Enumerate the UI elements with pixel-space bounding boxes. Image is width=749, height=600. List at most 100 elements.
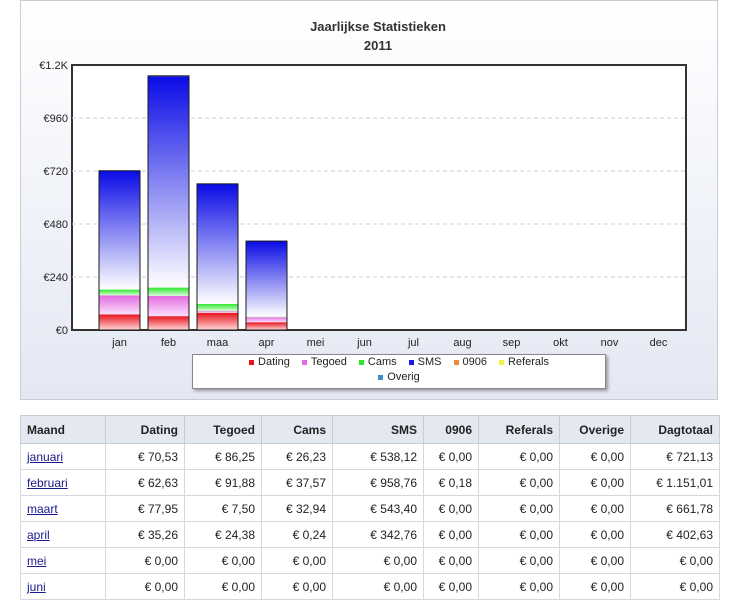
value-cell: € 0,00 [559, 469, 631, 496]
y-tick-label: €1.2K [39, 60, 68, 72]
value-cell: € 70,53 [105, 443, 185, 470]
header-dating: Dating [105, 415, 185, 444]
value-cell: € 0,00 [630, 547, 720, 574]
x-tick-label: jan [111, 337, 127, 349]
table-row: januari € 70,53 € 86,25 € 26,23 € 538,12 € 0,… [20, 443, 720, 470]
bar-tegoed-jan [99, 295, 140, 315]
value-cell: € 0,00 [478, 521, 560, 548]
y-tick-label: €480 [44, 219, 68, 231]
legend-swatch [498, 359, 504, 365]
value-cell: € 0,00 [105, 547, 185, 574]
value-cell: € 0,00 [478, 573, 560, 600]
legend-swatch [378, 374, 384, 380]
legend-swatch [358, 359, 364, 365]
month-link[interactable]: februari [27, 475, 68, 490]
x-tick-label: sep [503, 337, 521, 349]
value-cell: € 1.151,01 [630, 469, 720, 496]
chart-svg: Jaarlijkse Statistieken 2011 €0 €240 €480 €… [39, 19, 687, 349]
bar-sms-feb [148, 75, 189, 288]
value-cell: € 0,18 [423, 469, 479, 496]
value-cell: € 0,00 [423, 495, 479, 522]
value-cell: € 0,00 [559, 495, 631, 522]
bar-dating-jan [99, 314, 140, 330]
table-row: juni € 0,00 € 0,00 € 0,00 € 0,00 € 0,00 € 0,00… [20, 573, 720, 600]
bar-sms-apr [246, 241, 287, 317]
bar-cams-jan [99, 289, 140, 296]
month-cell: februari [20, 469, 106, 496]
chart-subtitle: 2011 [364, 38, 392, 53]
value-cell: € 0,00 [332, 547, 424, 574]
value-cell: € 0,00 [423, 547, 479, 574]
header-maand: Maand [20, 415, 106, 444]
month-link[interactable]: maart [27, 501, 58, 516]
month-cell: maart [20, 495, 106, 522]
value-cell: € 538,12 [332, 443, 424, 470]
header-tegoed: Tegoed [184, 415, 262, 444]
bar-cams-feb [148, 287, 189, 296]
bar-outline-feb [147, 75, 190, 331]
value-cell: € 0,00 [559, 547, 631, 574]
chart-panel: Jaarlijkse Statistieken 2011 €0 €240 €480 €… [20, 0, 718, 400]
month-link[interactable]: april [27, 527, 50, 542]
value-cell: € 0,00 [478, 443, 560, 470]
legend-item-0906: 0906 [453, 355, 487, 370]
month-link[interactable]: januari [27, 449, 64, 464]
legend-label: SMS [417, 356, 442, 368]
y-tick-label: €960 [44, 113, 68, 125]
legend-item-tegoed: Tegoed [301, 355, 347, 370]
value-cell: € 26,23 [261, 443, 333, 470]
x-tick-label: maa [207, 337, 229, 349]
x-tick-label: aug [453, 337, 471, 349]
month-cell: mei [20, 547, 106, 574]
bar-dating-feb [148, 316, 189, 330]
value-cell: € 0,00 [184, 547, 262, 574]
value-cell: € 91,88 [184, 469, 262, 496]
bar-tegoed-feb [148, 295, 189, 317]
x-tick-label: dec [650, 337, 668, 349]
value-cell: € 37,57 [261, 469, 333, 496]
legend-swatch [453, 359, 459, 365]
value-cell: € 35,26 [105, 521, 185, 548]
value-cell: € 958,76 [332, 469, 424, 496]
x-tick-label: mei [307, 337, 325, 349]
value-cell: € 0,24 [261, 521, 333, 548]
table-header-row: Maand Dating Tegoed Cams SMS 0906 Refera… [20, 415, 720, 444]
x-tick-label: okt [553, 337, 568, 349]
table-row: februari € 62,63 € 91,88 € 37,57 € 958,76 € 0… [20, 469, 720, 496]
value-cell: € 7,50 [184, 495, 262, 522]
header-referals: Referals [478, 415, 560, 444]
bar-cams-apr [246, 316, 287, 318]
legend-label: 0906 [462, 356, 487, 368]
legend-label: Cams [367, 356, 397, 368]
bar-outline-apr [245, 240, 288, 331]
legend-label: Tegoed [310, 356, 347, 368]
bar-sms-maa [197, 183, 238, 304]
legend-label: Referals [507, 356, 549, 368]
x-tick-label: jun [356, 337, 372, 349]
header-sms: SMS [332, 415, 424, 444]
value-cell: € 0,00 [478, 495, 560, 522]
value-cell: € 62,63 [105, 469, 185, 496]
value-cell: € 0,00 [261, 547, 333, 574]
legend-label: Dating [258, 356, 290, 368]
chart-title: Jaarlijkse Statistieken [310, 19, 446, 34]
value-cell: € 0,00 [478, 547, 560, 574]
value-cell: € 32,94 [261, 495, 333, 522]
bar-outline-maa [196, 183, 239, 331]
value-cell: € 0,00 [105, 573, 185, 600]
value-cell: € 86,25 [184, 443, 262, 470]
month-cell: januari [20, 443, 106, 470]
y-tick-label: €0 [56, 325, 68, 337]
value-cell: € 0,00 [423, 573, 479, 600]
bar-dating-apr [246, 322, 287, 330]
value-cell: € 0,00 [478, 469, 560, 496]
header-cams: Cams [261, 415, 333, 444]
y-tick-label: €720 [44, 166, 68, 178]
legend-item-sms: SMS [408, 355, 442, 370]
month-link[interactable]: mei [27, 553, 47, 568]
month-cell: juni [20, 573, 106, 600]
table-row: april € 35,26 € 24,38 € 0,24 € 342,76 € 0,00 €… [20, 521, 720, 548]
chart-legend: Dating Tegoed Cams SMS 0906 Referals Overig [192, 354, 606, 389]
value-cell: € 0,00 [559, 443, 631, 470]
bar-cams-maa [197, 303, 238, 312]
